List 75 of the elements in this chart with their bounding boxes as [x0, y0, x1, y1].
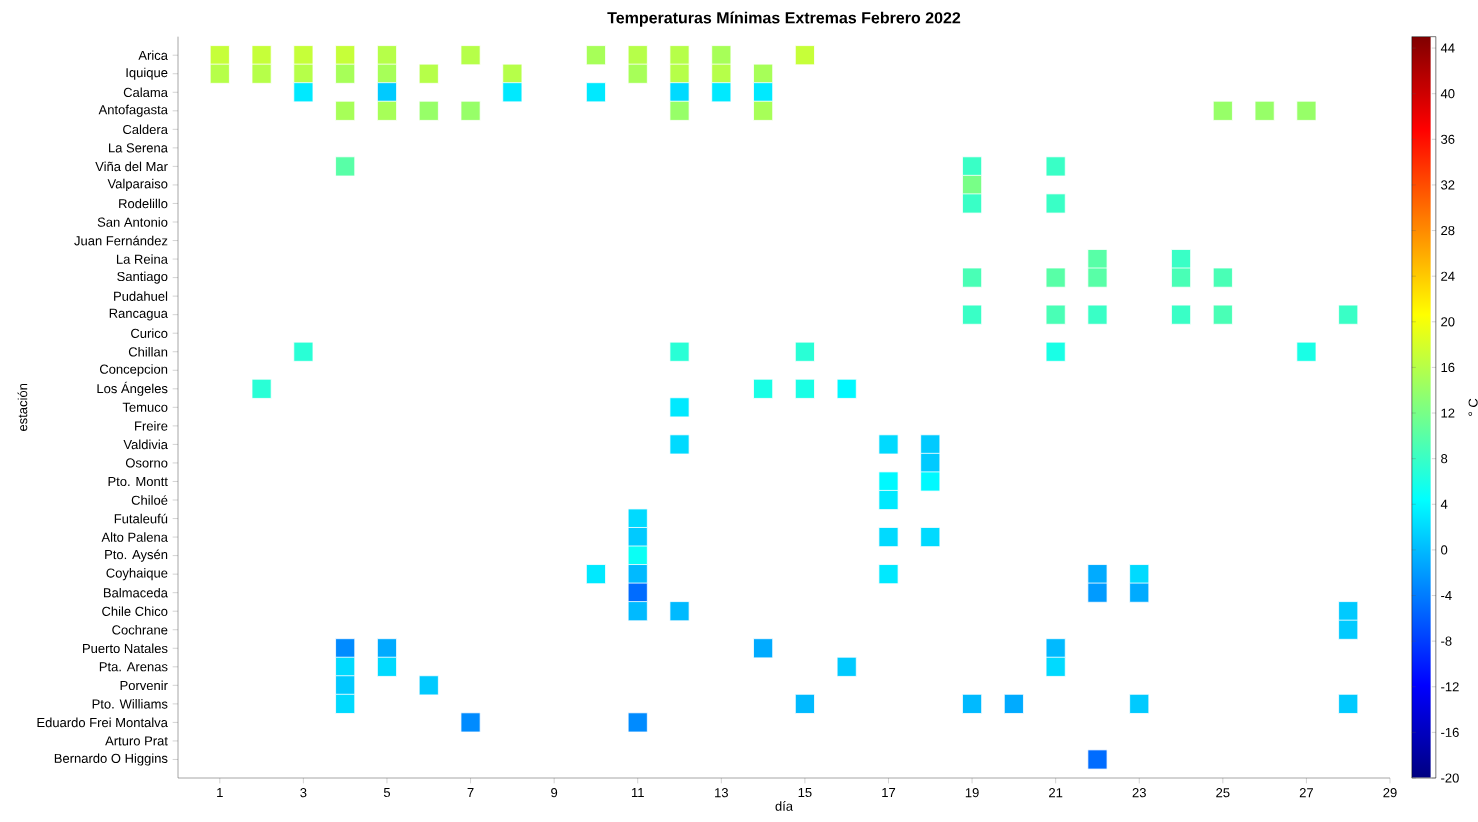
y-tick-label: Valparaiso: [107, 178, 168, 191]
x-tick-label: 29: [1383, 788, 1397, 798]
color-bar-label: 20: [1441, 317, 1455, 327]
x-tick-label: 21: [1049, 788, 1063, 798]
y-tick-label: Chiloé: [131, 495, 168, 505]
y-tick-label: Arica: [138, 50, 168, 60]
y-tick-label: Chillan: [128, 346, 168, 357]
color-bar-label: 40: [1440, 89, 1455, 99]
y-tick-label: Chile Chico: [102, 606, 168, 616]
color-bar-label: 4: [1440, 499, 1448, 509]
y-tick-label: Porvenir: [120, 680, 168, 691]
y-tick-label: Valdivia: [123, 439, 168, 450]
color-bar-label: 8: [1441, 454, 1448, 464]
y-tick-label: Osorno: [125, 458, 168, 468]
x-tick-label: 11: [631, 788, 644, 797]
color-bar-label: -20: [1441, 773, 1459, 783]
y-tick-label: Iquique: [126, 67, 168, 80]
x-tick-label: 25: [1216, 788, 1230, 798]
y-tick-label: Pto. Williams: [92, 699, 168, 709]
color-bar-label: 16: [1441, 362, 1455, 373]
x-tick-label: 13: [715, 788, 728, 798]
y-tick-label: Cochrane: [112, 624, 168, 635]
x-tick-label: 9: [551, 788, 558, 798]
y-tick-label: Viña del Mar: [95, 161, 168, 172]
x-tick-label: 1: [217, 788, 223, 797]
color-bar-label: 12: [1441, 408, 1455, 418]
x-tick-label: 5: [383, 788, 391, 798]
y-tick-label: Alto Palena: [101, 532, 168, 542]
y-tick-label: Pta. Arenas: [99, 662, 168, 672]
y-tick-label: Rodelillo: [119, 198, 168, 209]
x-tick-label: 27: [1299, 788, 1314, 798]
x-tick-label: 15: [798, 788, 812, 798]
y-tick-label: San Antonio: [97, 217, 168, 227]
x-tick-label: 17: [882, 788, 896, 797]
y-tick-label: Arturo Prat: [105, 736, 168, 746]
color-bar-label: -8: [1441, 636, 1452, 646]
y-tick-label: Futaleufú: [114, 513, 168, 524]
x-tick-label: 3: [300, 788, 307, 798]
y-tick-label: La Serena: [109, 143, 168, 153]
y-tick-label: Pudahuel: [114, 291, 168, 301]
x-tick-label: 7: [467, 788, 474, 797]
y-tick-label: Puerto Natales: [83, 643, 168, 654]
y-tick-label: Pto. Montt: [108, 476, 168, 487]
color-bar-label: 32: [1441, 180, 1455, 190]
color-bar-label: 36: [1441, 134, 1455, 144]
y-tick-label: Antofagasta: [98, 104, 168, 117]
color-bar-label: -12: [1441, 682, 1459, 692]
color-bar-label: 28: [1441, 225, 1455, 236]
y-tick-label: Bernardo O Higgins: [54, 753, 168, 766]
y-tick-label: Eduardo Frei Montalva: [37, 717, 168, 728]
color-bar-label: -16: [1441, 727, 1459, 737]
y-tick-label: Caldera: [123, 124, 168, 135]
y-tick-label: Temuco: [122, 402, 168, 412]
color-bar-label: 0: [1441, 545, 1448, 555]
y-tick-label: Pto. Aysén: [105, 549, 168, 562]
y-tick-label: Santiago: [117, 271, 168, 284]
y-tick-label: Los Ángeles: [97, 381, 168, 396]
color-bar-label: -4: [1441, 591, 1452, 600]
x-axis-title: día: [775, 801, 794, 811]
color-bar-label: 24: [1441, 271, 1455, 281]
y-tick-label: Concepcion: [99, 364, 168, 377]
y-tick-label: Balmaceda: [103, 587, 168, 598]
y-tick-label: Curico: [131, 328, 168, 338]
y-tick-label: Juan Fernández: [74, 235, 168, 246]
y-tick-label: La Reina: [116, 254, 168, 264]
x-tick-label: 19: [965, 788, 979, 798]
color-bar-label: 44: [1440, 43, 1455, 53]
y-axis-title: estación: [17, 383, 28, 432]
chart-title: Temperaturas Mínimas Extremas Febrero 2022: [607, 11, 961, 27]
y-tick-label: Freire: [135, 421, 168, 431]
y-tick-label: Calama: [123, 87, 168, 98]
color-bar-title: ° C: [1468, 398, 1478, 416]
y-tick-label: Rancagua: [109, 308, 168, 321]
y-tick-label: Coyhaique: [106, 568, 168, 581]
x-tick-label: 23: [1132, 788, 1146, 798]
